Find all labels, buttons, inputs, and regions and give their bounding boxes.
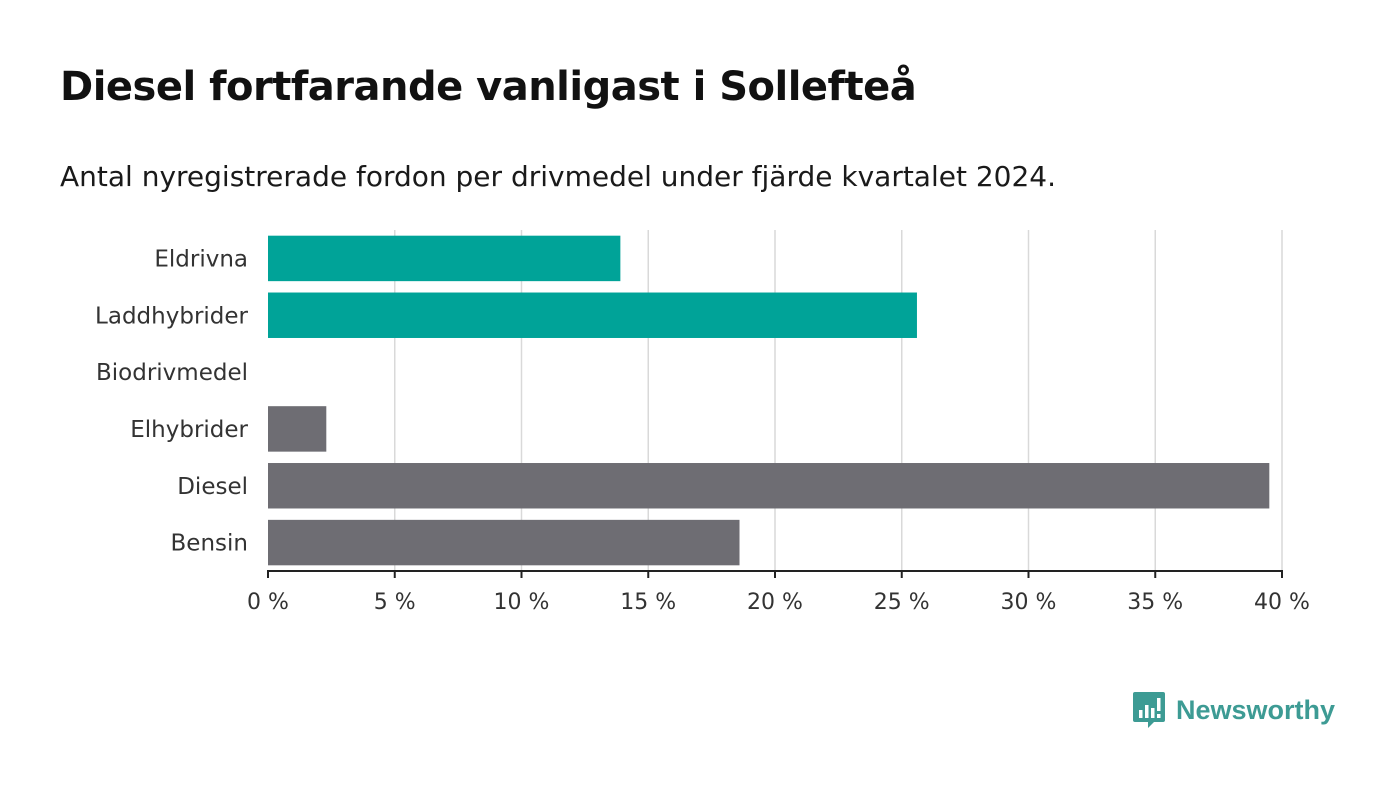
x-tick-label: 40 % bbox=[1254, 590, 1310, 615]
bar-elhybrider bbox=[268, 406, 327, 452]
category-label: Diesel bbox=[177, 474, 248, 500]
x-tick-label: 25 % bbox=[874, 590, 930, 615]
x-tick-label: 5 % bbox=[374, 590, 416, 615]
chart-title: Diesel fortfarande vanligast i Sollefteå bbox=[60, 64, 917, 110]
x-tick-label: 30 % bbox=[1001, 590, 1057, 615]
x-tick-label: 35 % bbox=[1127, 590, 1183, 615]
category-label: Bensin bbox=[171, 531, 248, 557]
bar-diesel bbox=[268, 463, 1270, 509]
bars bbox=[268, 235, 1270, 566]
x-tick-label: 0 % bbox=[247, 590, 289, 615]
x-axis: 0 % 5 % 10 % 15 % 20 % 25 % 30 % 35 % 40 % bbox=[247, 570, 1310, 615]
grid-lines bbox=[394, 230, 1283, 571]
category-label: Biodrivmedel bbox=[96, 360, 248, 386]
x-tick-label: 10 % bbox=[494, 590, 550, 615]
category-label: Laddhybrider bbox=[95, 303, 248, 329]
newsworthy-logo: Newsworthy bbox=[1132, 690, 1335, 730]
bar-eldrivna bbox=[268, 235, 621, 282]
newsworthy-logo-icon bbox=[1133, 692, 1165, 728]
category-label: Elhybrider bbox=[130, 417, 248, 443]
x-tick-label: 15 % bbox=[620, 590, 676, 615]
bar-bensin bbox=[268, 519, 740, 566]
bar-laddhybrider bbox=[268, 292, 917, 338]
category-label: Eldrivna bbox=[154, 246, 248, 272]
category-labels: Eldrivna Laddhybrider Biodrivmedel Elhybrid… bbox=[95, 246, 248, 556]
chart-subtitle: Antal nyregistrerade fordon per drivmede… bbox=[60, 160, 1057, 193]
brand-name: Newsworthy bbox=[1176, 694, 1336, 725]
x-tick-label: 20 % bbox=[747, 590, 803, 615]
